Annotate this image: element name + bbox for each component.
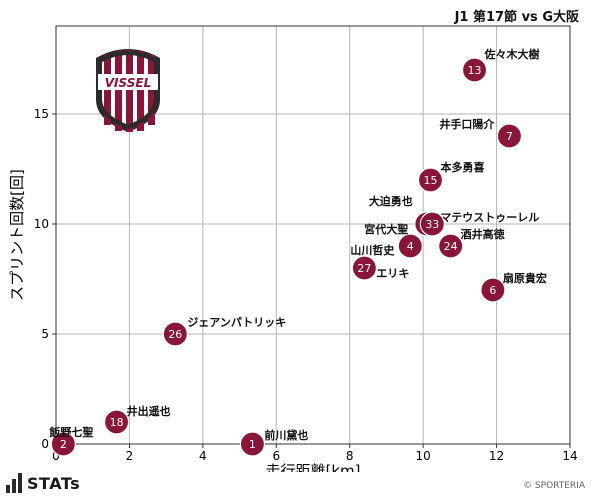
point-name-label: マテウストゥーレル [440,211,539,224]
point-name-label: エリキ [376,267,409,280]
data-point [351,255,377,281]
point-number: 1 [249,438,256,451]
point-name-label: 山川哲史 [350,243,395,257]
point-number: 15 [423,174,437,187]
data-point [419,211,445,237]
match-title: J1 第17節 vs G大阪 [454,10,579,25]
y-tick-label: 10 [34,217,49,231]
y-tick-label: 5 [41,327,49,341]
vissel-logo: VISSEL [96,49,160,132]
data-point [438,233,464,259]
point-name-label: 大迫勇也 [369,194,413,208]
point-name-label: ジェアンパトリッキ [187,316,286,329]
data-point [397,233,423,259]
x-tick-label: 12 [489,449,504,463]
point-name-label: 飯野七聖 [48,425,93,439]
point-number: 13 [468,64,482,77]
data-point [496,123,523,149]
data-point [239,431,266,457]
x-tick-label: 14 [562,449,577,463]
point-number: 7 [506,130,513,143]
point-name-label: 本多勇喜 [440,160,484,174]
point-name-label: 扇原貴宏 [503,271,547,285]
crest-text: VISSEL [105,76,151,90]
data-point [461,57,488,83]
stats-brand: STATs [27,473,81,493]
x-tick-label: 8 [346,449,354,463]
point-number: 6 [489,284,496,297]
x-tick-label: 6 [272,449,280,463]
x-tick-label: 2 [126,449,134,463]
x-axis-label: 走行距離[km] [265,462,360,472]
point-name-label: 前川黛也 [264,428,308,442]
plot-area [55,25,571,445]
y-tick-label: 15 [34,107,49,121]
point-number: 18 [110,416,124,429]
point-number: 2 [60,438,67,451]
data-point [162,321,188,347]
stats-logo: STATs [6,472,80,494]
data-point [50,431,76,457]
crest-banner [98,74,158,90]
x-tick-label: 0 [52,449,60,463]
point-name-label: 井出遥也 [127,404,171,418]
y-axis-label: スプリント回数[回] [8,169,26,301]
data-point [103,409,130,435]
point-number: 24 [444,240,458,253]
point-number: 4 [407,240,414,253]
point-number: 33 [425,218,439,231]
point-name-label: 井手口陽介 [439,117,495,131]
point-name-label: 佐々木大樹 [484,47,540,61]
y-tick-label: 0 [41,437,49,451]
x-tick-label: 10 [416,449,431,463]
stats-bars-icon [6,473,22,493]
data-point [480,277,506,303]
point-number: 27 [357,262,371,275]
point-name-label: 宮代大聖 [364,222,408,236]
x-tick-label: 4 [199,449,207,463]
data-points: 137151033424276261821 [50,57,523,457]
data-point [417,167,444,193]
copyright: © SPORTERIA [523,481,585,491]
point-number: 26 [168,328,182,341]
point-name-label: 酒井高徳 [461,227,505,241]
